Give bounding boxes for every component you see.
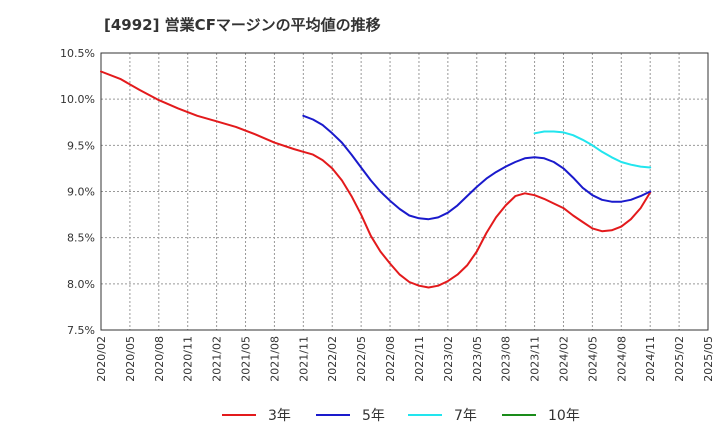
x-tick-label: 2023/02 xyxy=(442,336,455,382)
x-tick-label: 2024/05 xyxy=(586,336,599,382)
legend-swatch xyxy=(408,414,442,416)
plot-frame xyxy=(100,52,709,331)
x-tick-label: 2020/08 xyxy=(153,336,166,382)
x-tick-label: 2022/02 xyxy=(326,336,339,382)
x-tick-label: 2023/08 xyxy=(500,336,513,382)
y-tick-label: 8.5% xyxy=(67,232,95,245)
x-tick-label: 2025/02 xyxy=(673,336,686,382)
legend-item: 3年 xyxy=(222,404,291,426)
x-tick-label: 2023/11 xyxy=(529,336,542,382)
series-line-5年 xyxy=(302,114,652,221)
y-tick-label: 8.0% xyxy=(67,278,95,291)
x-tick-label: 2021/05 xyxy=(240,336,253,382)
x-tick-label: 2024/08 xyxy=(615,336,628,382)
legend-swatch xyxy=(316,414,350,416)
legend-item: 5年 xyxy=(316,404,385,426)
legend-label: 5年 xyxy=(362,408,385,424)
x-tick-label: 2022/05 xyxy=(355,336,368,382)
x-tick-label: 2020/11 xyxy=(182,336,195,382)
legend-swatch xyxy=(222,414,256,416)
x-tick-label: 2020/05 xyxy=(124,336,137,382)
legend-label: 10年 xyxy=(548,408,580,424)
y-tick-label: 9.0% xyxy=(67,186,95,199)
y-tick-label: 7.5% xyxy=(67,324,95,337)
x-tick-label: 2021/08 xyxy=(268,336,281,382)
chart-legend: 3年 5年 7年 10年 xyxy=(0,404,720,426)
x-tick-label: 2024/02 xyxy=(557,336,570,382)
y-tick-label: 9.5% xyxy=(67,139,95,152)
y-tick-label: 10.5% xyxy=(60,47,95,60)
legend-swatch xyxy=(502,414,536,416)
plot-area xyxy=(101,53,708,330)
x-tick-label: 2022/11 xyxy=(413,336,426,382)
x-tick-label: 2020/02 xyxy=(95,336,108,382)
x-tick-label: 2022/08 xyxy=(384,336,397,382)
x-tick-label: 2023/05 xyxy=(471,336,484,382)
x-tick-label: 2021/02 xyxy=(211,336,224,382)
x-tick-label: 2024/11 xyxy=(644,336,657,382)
legend-label: 3年 xyxy=(268,408,291,424)
y-tick-label: 10.0% xyxy=(60,93,95,106)
legend-item: 7年 xyxy=(408,404,477,426)
series-line-7年 xyxy=(533,130,652,169)
legend-item: 10年 xyxy=(502,404,580,426)
chart-title: [4992] 営業CFマージンの平均値の推移 xyxy=(104,16,381,34)
x-tick-label: 2021/11 xyxy=(297,336,310,382)
series-line-3年 xyxy=(100,70,652,289)
x-tick-label: 2025/05 xyxy=(702,336,715,382)
legend-label: 7年 xyxy=(454,408,477,424)
